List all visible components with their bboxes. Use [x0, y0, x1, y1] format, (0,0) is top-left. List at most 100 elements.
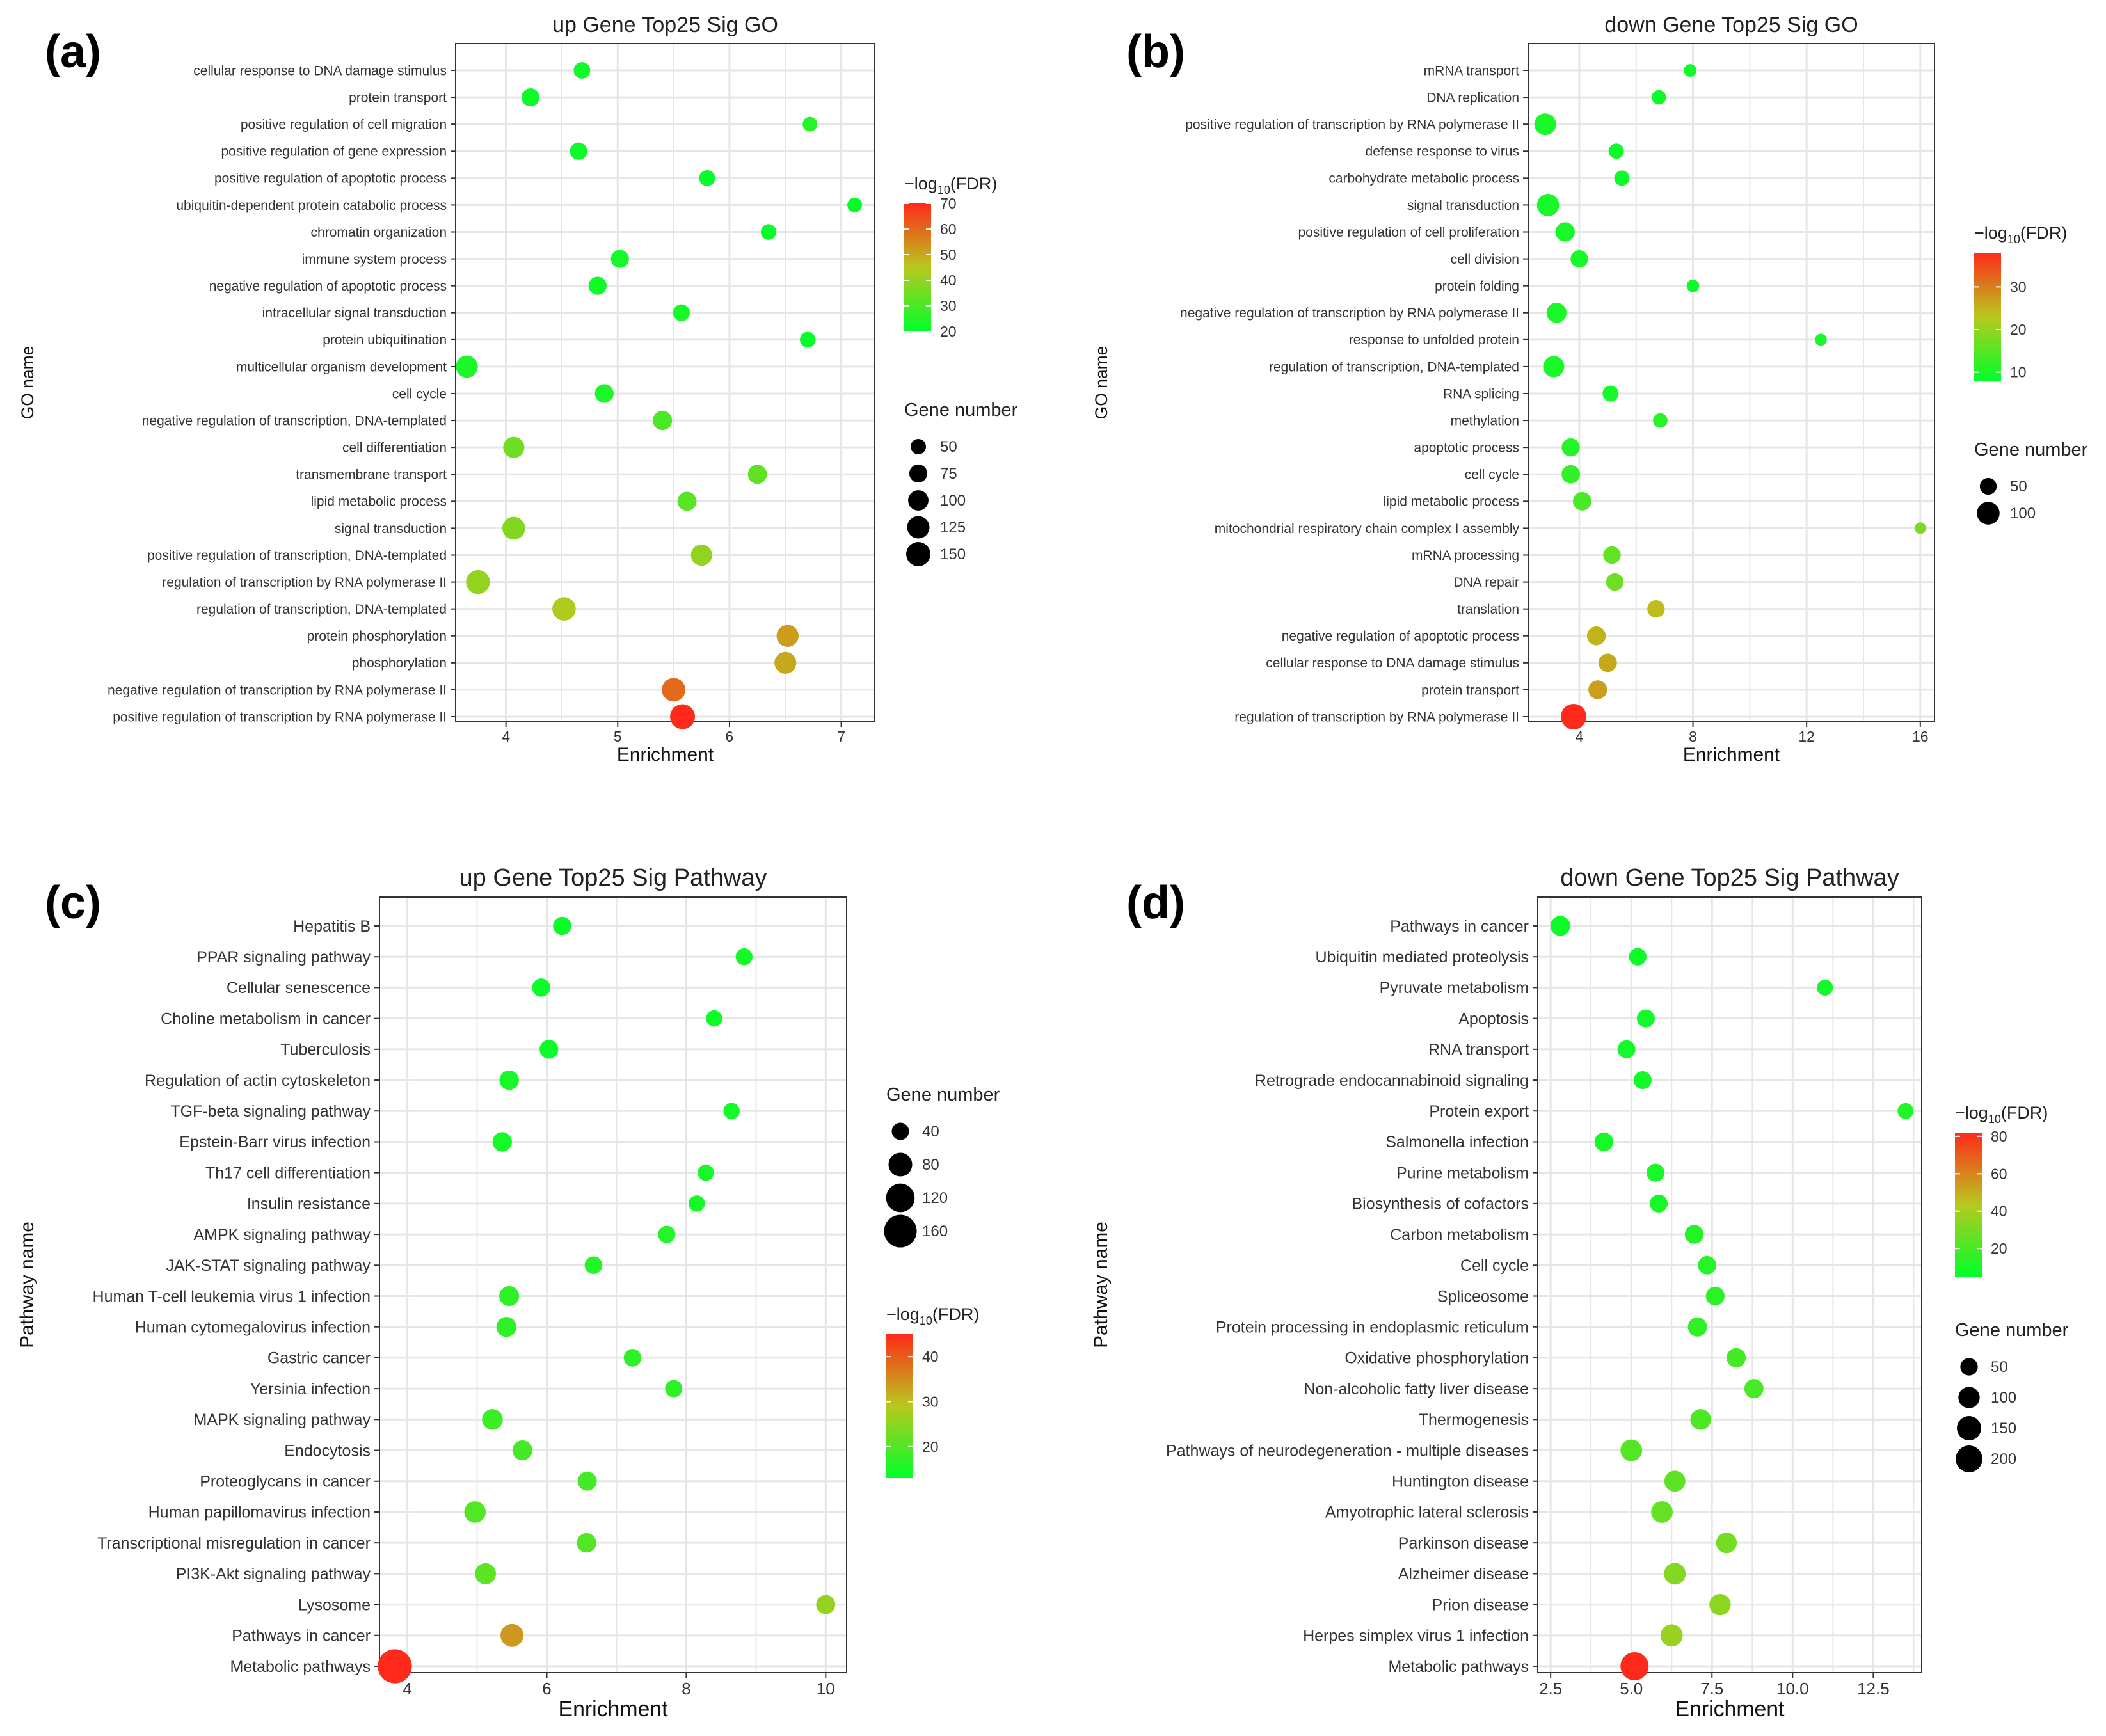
category-label-protein-folding: protein folding [1435, 279, 1519, 294]
category-label-prion-disease: Prion disease [1432, 1596, 1529, 1614]
x-tick-label: 7 [837, 728, 845, 745]
size-legend-point [1979, 477, 1997, 495]
size-legend-label: 75 [940, 465, 957, 482]
category-label-carbohydrate-metabolic-process: carbohydrate metabolic process [1328, 171, 1519, 186]
data-point-protein-transport [521, 88, 540, 107]
color-legend-title-subscript: 10 [937, 184, 950, 196]
category-label-transcriptional-misregulation-in-cancer: Transcriptional misregulation in cancer [97, 1534, 371, 1552]
data-point-epstein-barr-virus-infection [492, 1132, 512, 1152]
size-legend-label: 160 [922, 1223, 948, 1240]
category-label-ppar-signaling-pathway: PPAR signaling pathway [196, 948, 371, 966]
category-label-ubiquitin-mediated-proteolysis: Ubiquitin mediated proteolysis [1315, 948, 1529, 966]
category-label-ubiquitin-dependent-protein-catabolic-process: ubiquitin-dependent protein catabolic pr… [176, 198, 447, 213]
category-label-negative-regulation-of-transcription-by-rna-polymerase-ii: negative regulation of transcription by … [108, 683, 447, 697]
data-point-pathways-in-cancer [1550, 916, 1570, 936]
data-point-thermogenesis [1690, 1409, 1711, 1430]
category-label-pyruvate-metabolism: Pyruvate metabolism [1380, 979, 1529, 997]
data-point-regulation-of-actin-cytoskeleton [499, 1070, 519, 1090]
panel-b: (b) down Gene Top25 Sig GO mRNA transport D… [1092, 13, 2088, 765]
x-tick-label: 12 [1798, 728, 1815, 745]
category-label-oxidative-phosphorylation: Oxidative phosphorylation [1344, 1350, 1529, 1367]
category-label-lipid-metabolic-process: lipid metabolic process [1384, 495, 1519, 509]
category-label-dna-replication: DNA replication [1426, 90, 1519, 105]
data-point-oxidative-phosphorylation [1727, 1348, 1746, 1367]
category-label-apoptosis: Apoptosis [1458, 1010, 1529, 1028]
x-axis-label: Enrichment [1675, 1697, 1785, 1721]
x-tick-label: 6 [726, 728, 734, 745]
category-label-carbon-metabolism: Carbon metabolism [1390, 1226, 1529, 1244]
data-point-immune-system-process [610, 250, 629, 268]
size-legend-label: 50 [940, 438, 957, 456]
color-legend-title-prefix: −log [904, 174, 937, 193]
color-legend-title-suffix: (FDR) [2001, 1103, 2048, 1122]
size-legend-point [1956, 1445, 1982, 1472]
panel-d: (d) down Gene Top25 Sig Pathway Pathways i… [1090, 864, 2069, 1721]
size-legend-point [891, 1122, 909, 1140]
category-label-rna-transport: RNA transport [1428, 1041, 1529, 1059]
category-label-positive-regulation-of-transcription-by-rna-polymerase-ii: positive regulation of transcription by … [113, 710, 447, 724]
data-point-regulation-of-transcription-by-rna-polymerase-ii [466, 569, 490, 594]
color-legend-title-prefix: −log [1974, 223, 2007, 243]
category-label-regulation-of-actin-cytoskeleton: Regulation of actin cytoskeleton [145, 1072, 371, 1090]
data-point-ubiquitin-mediated-proteolysis [1629, 948, 1647, 966]
data-point-human-t-cell-leukemia-virus-1-infection [499, 1286, 520, 1307]
data-point-positive-regulation-of-cell-proliferation [1555, 222, 1575, 242]
category-label-lipid-metabolic-process: lipid metabolic process [311, 495, 447, 509]
category-label-regulation-of-transcription-by-rna-polymerase-ii: regulation of transcription by RNA polym… [1234, 710, 1519, 724]
category-label-amyotrophic-lateral-sclerosis: Amyotrophic lateral sclerosis [1325, 1504, 1529, 1522]
color-tick-label: 60 [940, 221, 957, 237]
category-label-translation: translation [1457, 602, 1519, 617]
data-point-non-alcoholic-fatty-liver-disease [1744, 1379, 1764, 1399]
plot-area [456, 44, 875, 722]
category-label-thermogenesis: Thermogenesis [1419, 1411, 1529, 1429]
data-point-proteoglycans-in-cancer [577, 1471, 597, 1491]
chart-title: up Gene Top25 Sig Pathway [459, 864, 767, 891]
data-point-herpes-simplex-virus-1-infection [1660, 1624, 1683, 1647]
color-tick-label: 20 [922, 1438, 939, 1455]
data-point-salmonella-infection [1594, 1132, 1614, 1152]
category-label-transmembrane-transport: transmembrane transport [296, 468, 447, 482]
data-point-protein-export [1897, 1103, 1914, 1119]
data-point-methylation [1653, 413, 1668, 428]
data-point-positive-regulation-of-gene-expression [570, 142, 587, 160]
category-label-cellular-response-to-dna-damage-stimulus: cellular response to DNA damage stimulus [193, 63, 447, 78]
x-axis-label: Enrichment [559, 1697, 669, 1721]
data-point-regulation-of-transcription-dna-templated [1543, 356, 1565, 378]
x-tick-label: 4 [403, 1679, 411, 1698]
category-label-human-papillomavirus-infection: Human papillomavirus infection [148, 1504, 371, 1522]
category-label-proteoglycans-in-cancer: Proteoglycans in cancer [200, 1473, 371, 1491]
category-label-intracellular-signal-transduction: intracellular signal transduction [262, 306, 447, 321]
plot-area [379, 897, 847, 1673]
data-point-protein-transport [1588, 680, 1607, 699]
size-legend-title: Gene number [886, 1085, 1000, 1105]
category-label-pathways-in-cancer: Pathways in cancer [1390, 918, 1529, 936]
category-label-regulation-of-transcription-by-rna-polymerase-ii: regulation of transcription by RNA polym… [162, 575, 447, 590]
color-legend-title: −log10(FDR) [1955, 1103, 2048, 1126]
color-tick-label: 20 [1991, 1240, 2007, 1257]
panel-label: (a) [45, 26, 101, 77]
panel-label: (d) [1126, 877, 1185, 928]
data-point-ppar-signaling-pathway [735, 948, 753, 966]
category-label-cellular-senescence: Cellular senescence [227, 979, 371, 997]
data-point-metabolic-pathways [378, 1649, 412, 1684]
data-point-ubiquitin-dependent-protein-catabolic-process [847, 197, 863, 212]
category-label-phosphorylation: phosphorylation [352, 656, 447, 671]
plot-border [379, 896, 847, 1673]
category-label-gastric-cancer: Gastric cancer [267, 1350, 371, 1367]
data-point-purine-metabolism [1647, 1163, 1665, 1182]
x-tick-label: 8 [1689, 728, 1697, 745]
category-label-defense-response-to-virus: defense response to virus [1366, 145, 1519, 159]
category-label-endocytosis: Endocytosis [284, 1442, 371, 1460]
category-label-alzheimer-disease: Alzheimer disease [1398, 1565, 1529, 1583]
category-label-hepatitis-b: Hepatitis B [293, 918, 371, 936]
data-point-protein-folding [1686, 279, 1700, 292]
category-label-purine-metabolism: Purine metabolism [1396, 1164, 1529, 1182]
color-tick-label: 80 [1991, 1128, 2007, 1145]
size-legend-point [908, 490, 929, 511]
data-point-intracellular-signal-transduction [673, 304, 690, 321]
category-label-negative-regulation-of-apoptotic-process: negative regulation of apoptotic process [209, 279, 447, 294]
data-point-positive-regulation-of-transcription-by-rna-polymerase-ii [670, 704, 696, 729]
size-legend-point [909, 464, 928, 483]
data-point-negative-regulation-of-apoptotic-process [588, 276, 607, 295]
